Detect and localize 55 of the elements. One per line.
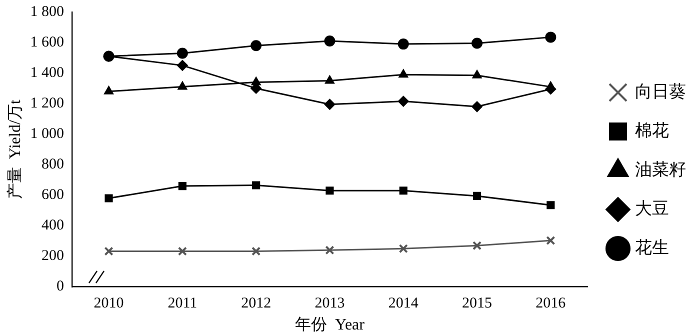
x-tick-label: 2013 (314, 296, 345, 312)
y-tick-label: 200 (41, 248, 64, 264)
point (472, 192, 482, 200)
point (104, 86, 114, 94)
point (472, 241, 482, 250)
legend-label: 油菜籽 (635, 160, 686, 179)
legend-label: 棉花 (635, 120, 669, 140)
x-tick-label: 2012 (241, 296, 272, 312)
x-tick-label: 2016 (536, 296, 566, 312)
point (178, 81, 188, 90)
point (251, 76, 261, 86)
y-tick-label: 600 (41, 187, 64, 204)
x-axis-title: 年份 Year (294, 316, 366, 334)
point (546, 201, 555, 210)
point (326, 186, 334, 195)
x-tick-label: 2010 (94, 296, 124, 312)
point (546, 81, 556, 90)
x-tick-label: 2014 (388, 296, 419, 312)
point (252, 246, 261, 256)
y-tick-label: 0 (56, 278, 64, 295)
y-tick-label: 1 400 (30, 65, 64, 82)
legend-label: 花生 (635, 238, 669, 257)
point (325, 246, 334, 255)
point (545, 32, 556, 43)
y-tick-label: 1 800 (30, 4, 64, 20)
y-tick-label: 1 200 (30, 96, 64, 112)
y-tick-label: 1 000 (30, 126, 64, 142)
point (176, 48, 188, 59)
point (324, 36, 336, 47)
point (324, 98, 336, 110)
x-tick-label: 2015 (462, 296, 492, 312)
point (104, 194, 113, 202)
point (398, 96, 409, 107)
point (104, 246, 114, 256)
y-axis-title: 产量 Yield/万t (6, 99, 24, 200)
point (546, 236, 556, 246)
point (398, 244, 408, 254)
point (398, 69, 408, 78)
y-tick-label: 800 (41, 156, 64, 173)
point (178, 246, 187, 256)
point (399, 186, 408, 195)
point (324, 75, 335, 84)
x-tick-label: 2011 (168, 296, 198, 312)
legend-label: 向日葵 (635, 82, 686, 101)
point (398, 38, 409, 50)
legend-label: 大豆 (635, 198, 669, 218)
y-tick-label: 1 600 (30, 34, 64, 50)
point (472, 38, 483, 49)
y-tick-label: 400 (41, 218, 64, 234)
point (250, 40, 262, 52)
point (472, 70, 482, 78)
point (472, 101, 483, 112)
point (252, 181, 260, 190)
point (176, 60, 188, 71)
point (178, 182, 186, 190)
